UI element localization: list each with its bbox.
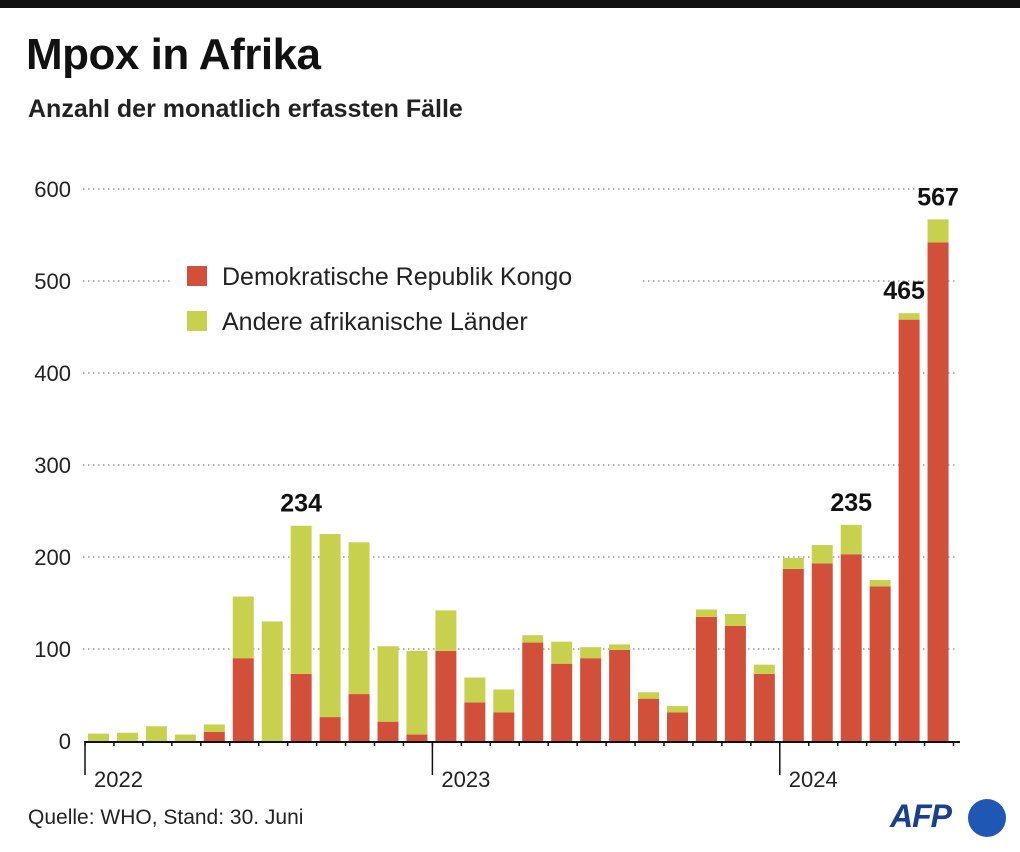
bar-drc (782, 568, 804, 741)
bar-other (145, 726, 167, 741)
bar-other (667, 706, 688, 713)
bar-other (348, 542, 370, 695)
afp-logo: AFP (890, 796, 1010, 840)
bar-other (493, 689, 515, 713)
bar-other (464, 677, 486, 703)
bar-other (898, 313, 920, 320)
bar-other (811, 545, 833, 564)
bar-drc (464, 702, 486, 741)
legend-background (170, 250, 640, 342)
bar-other (435, 610, 457, 651)
bar-drc (348, 694, 370, 741)
chart-title: Mpox in Afrika (26, 30, 321, 79)
bar-other (869, 580, 891, 587)
bar-drc (551, 663, 573, 741)
bar-other (319, 534, 341, 718)
bar-other (261, 621, 283, 741)
x-axis: 2022 2023 2024 (84, 741, 960, 792)
bars (88, 219, 949, 742)
bar-drc (695, 616, 717, 741)
year-label: 2022 (94, 767, 143, 792)
bar-drc (203, 731, 225, 741)
bar-other (290, 525, 312, 674)
value-annotation: 465 (883, 277, 925, 305)
bar-drc (927, 242, 949, 742)
bar-other (551, 641, 573, 664)
bar-other (88, 733, 109, 741)
y-axis-ticks: 0 100 200 300 400 500 600 (34, 177, 71, 754)
bar-drc (493, 712, 515, 741)
year-label: 2023 (441, 767, 490, 792)
bar-drc (753, 673, 775, 741)
legend-swatch (187, 266, 207, 286)
bar-other (580, 647, 602, 659)
bar-other (174, 734, 196, 741)
bar-drc (319, 717, 341, 741)
y-tick-label: 0 (59, 729, 71, 754)
y-tick-label: 600 (34, 177, 71, 202)
bar-other (232, 596, 254, 659)
afp-logo-dot (968, 799, 1006, 837)
bar-drc (724, 626, 746, 741)
year-label: 2024 (789, 767, 838, 792)
bar-other (203, 724, 225, 732)
y-tick-label: 300 (34, 453, 71, 478)
legend: Demokratische Republik Kongo Andere afrik… (170, 250, 640, 342)
bar-drc (232, 658, 254, 741)
value-annotations: 234 235 465 567 (280, 183, 959, 517)
bar-other (638, 692, 660, 699)
value-annotation: 234 (280, 490, 322, 518)
bar-drc (667, 712, 688, 741)
bar-drc (609, 649, 631, 741)
bar-other (609, 644, 631, 650)
y-tick-label: 200 (34, 545, 71, 570)
y-tick-label: 100 (34, 637, 71, 662)
bar-drc (898, 319, 920, 741)
source-note: Quelle: WHO, Stand: 30. Juni (28, 806, 304, 829)
bar-other (782, 557, 804, 569)
top-rule (0, 0, 1020, 8)
bar-other (753, 664, 775, 674)
bar-other (695, 609, 717, 617)
bar-other (840, 524, 862, 555)
bar-drc (840, 554, 862, 741)
bar-other (377, 646, 399, 722)
bar-other (406, 650, 428, 735)
bar-drc (290, 673, 312, 741)
bar-drc (638, 698, 660, 741)
legend-label: Andere afrikanische Länder (222, 308, 528, 336)
legend-label: Demokratische Republik Kongo (222, 263, 572, 291)
bar-drc (377, 721, 399, 741)
chart-subtitle: Anzahl der monatlich erfassten Fälle (28, 95, 463, 123)
bar-drc (435, 650, 457, 741)
bar-other (116, 732, 138, 741)
afp-logo-text: AFP (890, 798, 952, 834)
bar-other (724, 614, 746, 626)
bar-other (522, 635, 544, 643)
bar-drc (522, 642, 544, 741)
y-tick-label: 400 (34, 361, 71, 386)
value-annotation: 567 (917, 183, 959, 211)
bar-drc (811, 563, 833, 741)
value-annotation: 235 (830, 489, 872, 517)
y-tick-label: 500 (34, 269, 71, 294)
bar-other (927, 219, 949, 243)
bar-drc (406, 734, 428, 741)
legend-swatch (187, 311, 207, 331)
bar-drc (580, 658, 602, 741)
bar-drc (869, 586, 891, 741)
